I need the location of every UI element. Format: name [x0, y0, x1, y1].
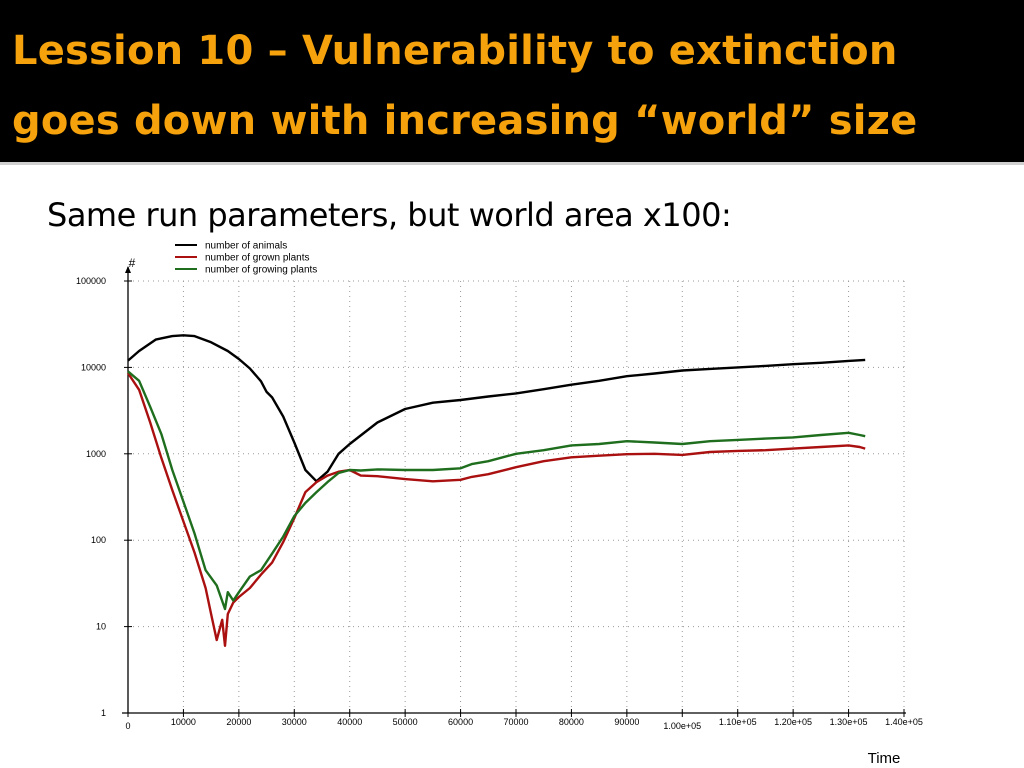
x-tick-label: 20000 — [226, 717, 251, 727]
x-tick-label: 1.20e+05 — [774, 717, 812, 727]
slide-title-line-1: Lession 10 – Vulnerability to extinction — [12, 28, 898, 74]
y-axis-arrow — [125, 266, 131, 273]
x-tick-label: 1.40e+05 — [885, 717, 923, 727]
slide-subtitle: Same run parameters, but world area x100… — [47, 196, 732, 234]
x-tick-label: 1.30e+05 — [830, 717, 868, 727]
slide-title-line-2: goes down with increasing “world” size — [12, 98, 918, 144]
series-line-3 — [127, 370, 866, 611]
x-tick-label: 60000 — [448, 717, 473, 727]
x-tick-label: 40000 — [337, 717, 362, 727]
x-tick-label: 30000 — [282, 717, 307, 727]
x-tick-label: 90000 — [614, 717, 639, 727]
series-line-1 — [127, 334, 866, 483]
y-axis-title: # — [129, 256, 136, 270]
y-tick-label: 10 — [96, 622, 106, 632]
series-line-2 — [127, 372, 866, 647]
x-tick-label: 80000 — [559, 717, 584, 727]
y-tick-label: 100 — [91, 535, 106, 545]
title-divider — [0, 162, 1024, 165]
legend-label: number of animals — [205, 241, 287, 252]
y-tick-label: 10000 — [81, 362, 106, 372]
x-tick-label: 70000 — [503, 717, 528, 727]
legend-label: number of growing plants — [205, 265, 317, 276]
x-tick-label: 10000 — [171, 717, 196, 727]
legend-label: number of grown plants — [205, 253, 310, 264]
x-tick-label: 50000 — [393, 717, 418, 727]
title-bar: Lession 10 – Vulnerability to extinction… — [0, 0, 1024, 162]
x-tick-label: 1.10e+05 — [719, 717, 757, 727]
x-tick-label: 1.00e+05 — [663, 721, 701, 731]
y-tick-label: 1000 — [86, 449, 106, 459]
y-tick-label: 1 — [101, 708, 106, 718]
y-tick-label: 100000 — [76, 276, 106, 286]
x-axis-title: Time — [868, 750, 901, 767]
x-tick-label: 0 — [125, 721, 130, 731]
